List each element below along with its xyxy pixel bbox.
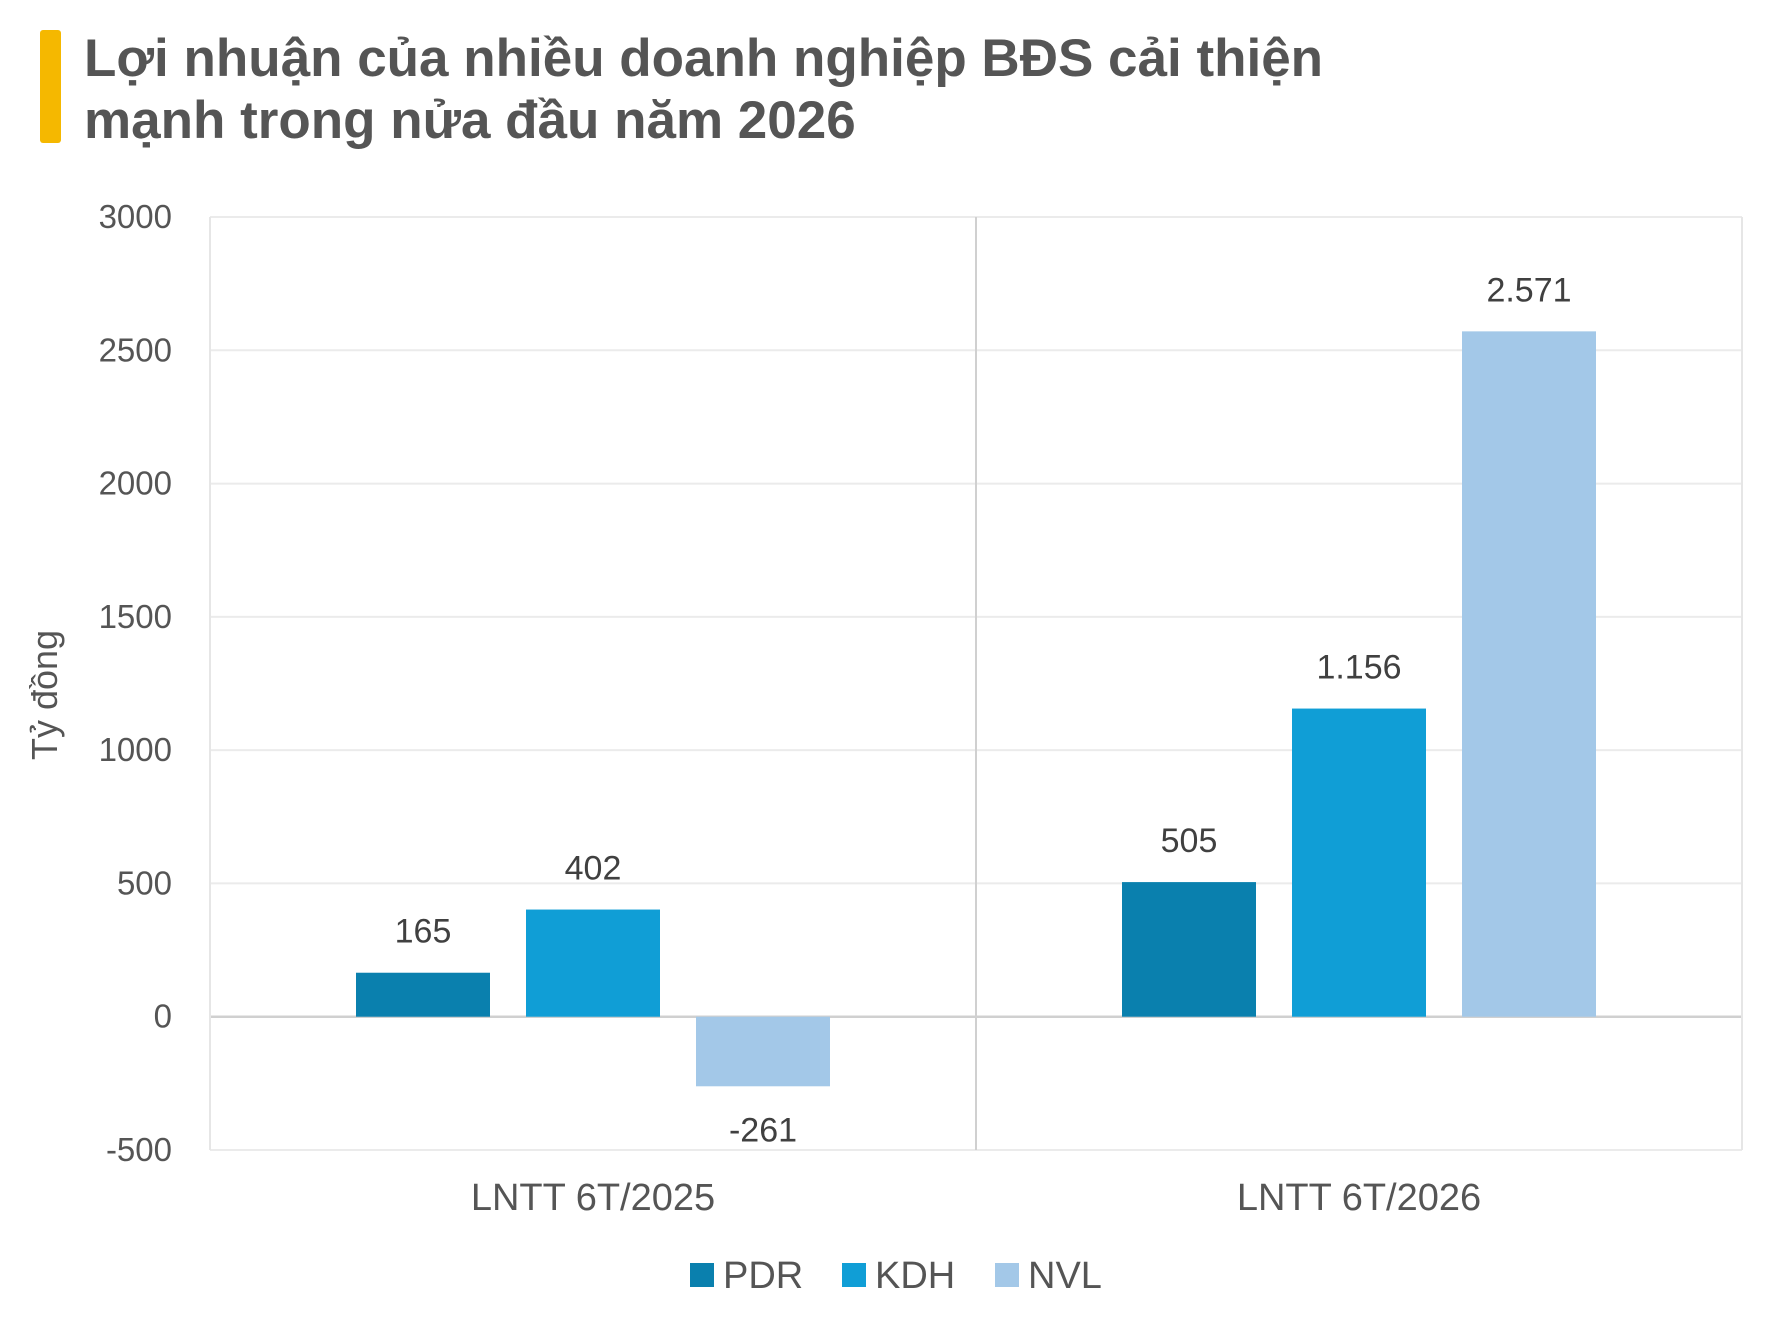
legend-swatch-pdr [690, 1263, 714, 1287]
y-tick-label: 2500 [99, 331, 172, 368]
bar-nvl [696, 1016, 830, 1087]
y-tick-label: 1500 [99, 598, 172, 635]
legend-swatch-kdh [842, 1263, 866, 1287]
bar-kdh [1292, 708, 1426, 1017]
data-label: -261 [729, 1111, 797, 1149]
bar-kdh [526, 909, 660, 1017]
x-category-label: LNTT 6T/2026 [1237, 1177, 1481, 1219]
bar-pdr [356, 972, 490, 1017]
data-label: 402 [565, 850, 622, 888]
legend: PDR KDH NVL [690, 1255, 1102, 1297]
x-category-label: LNTT 6T/2025 [471, 1177, 715, 1219]
plot-area: -500 0 500 1000 1500 2000 2500 3000 165 402 -261 LN… [99, 198, 1743, 1219]
y-tick-label: 0 [154, 998, 172, 1035]
legend-label-kdh: KDH [875, 1255, 955, 1297]
title-accent-bar [40, 30, 61, 143]
y-tick-label: -500 [106, 1131, 172, 1168]
data-label: 1.156 [1316, 649, 1401, 687]
y-axis-label: Tỷ đồng [24, 630, 65, 760]
data-label: 2.571 [1486, 271, 1571, 309]
legend-label-pdr: PDR [723, 1255, 803, 1297]
chart-title-line-1: Lợi nhuận của nhiều doanh nghiệp BĐS cải… [84, 29, 1323, 88]
y-tick-label: 3000 [99, 198, 172, 235]
legend-label-nvl: NVL [1028, 1255, 1102, 1297]
y-tick-label: 500 [117, 864, 172, 901]
bar-pdr [1122, 882, 1256, 1017]
chart-title-line-2: mạnh trong nửa đầu năm 2026 [84, 91, 856, 150]
data-label: 505 [1161, 822, 1218, 860]
y-tick-label: 1000 [99, 731, 172, 768]
data-label: 165 [395, 913, 452, 951]
y-tick-label: 2000 [99, 465, 172, 502]
legend-swatch-nvl [995, 1263, 1019, 1287]
bar-nvl [1462, 331, 1596, 1017]
